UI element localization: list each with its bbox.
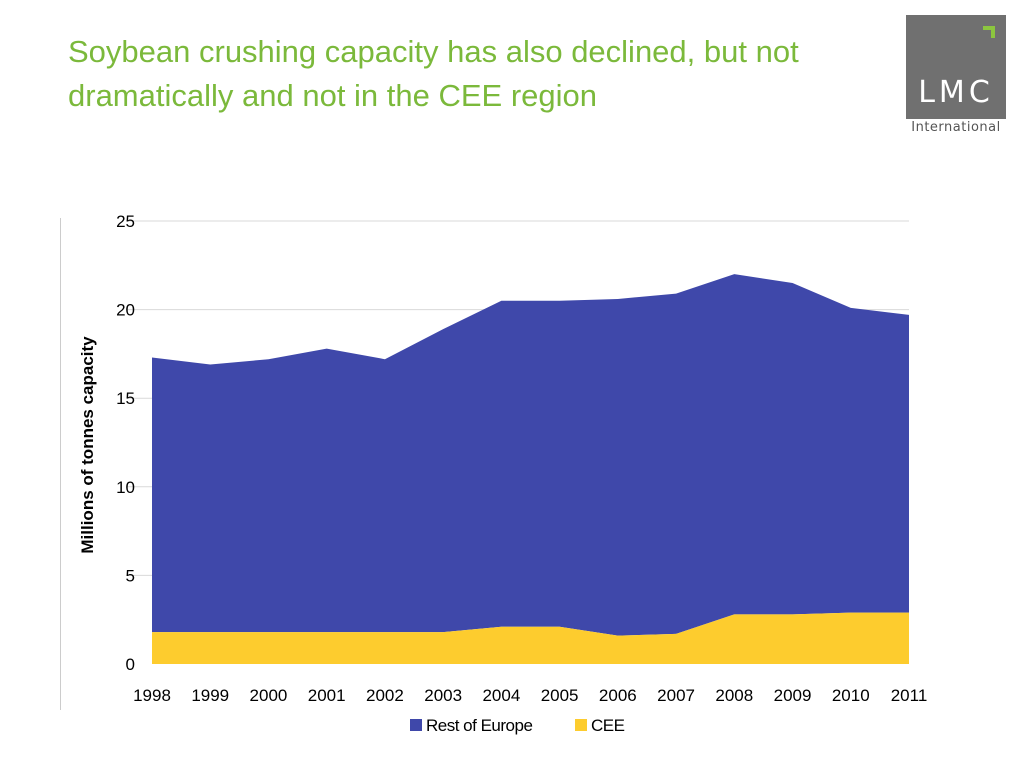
legend-swatch — [575, 719, 587, 731]
area-series — [152, 274, 909, 664]
x-tick-label: 2005 — [541, 686, 579, 705]
y-tick-label: 25 — [116, 212, 135, 231]
page-title: Soybean crushing capacity has also decli… — [68, 34, 799, 113]
y-tick-label: 20 — [116, 301, 135, 320]
x-tick-label: 2007 — [657, 686, 695, 705]
y-axis-ticks: 0 5 10 15 20 25 — [116, 212, 135, 674]
x-tick-label: 2003 — [424, 686, 462, 705]
x-axis-ticks: 1998 1999 2000 2001 2002 2003 2004 2005 2006 2007… — [133, 686, 927, 705]
x-tick-label: 2011 — [891, 686, 928, 705]
legend: Rest of Europe CEE — [410, 716, 625, 735]
x-tick-label: 2006 — [599, 686, 637, 705]
y-tick-label: 10 — [116, 478, 135, 497]
y-tick-label: 0 — [126, 655, 135, 674]
logo-corner-mark-icon — [983, 26, 995, 38]
legend-item-rest-of-europe: Rest of Europe — [410, 716, 533, 735]
x-tick-label: 2000 — [250, 686, 288, 705]
y-axis-label: Millions of tonnes capacity — [78, 336, 97, 554]
legend-item-cee: CEE — [575, 716, 625, 735]
x-tick-label: 2002 — [366, 686, 404, 705]
area-cee — [152, 612, 909, 664]
x-tick-label: 1998 — [133, 686, 171, 705]
y-tick-label: 5 — [126, 566, 135, 585]
x-tick-label: 2009 — [774, 686, 812, 705]
area-rest-of-europe — [152, 274, 909, 636]
x-tick-label: 2010 — [832, 686, 870, 705]
slide-divider — [60, 218, 61, 710]
logo-subtitle: International — [911, 120, 1001, 135]
legend-label: Rest of Europe — [426, 716, 532, 735]
x-tick-label: 2008 — [715, 686, 753, 705]
lmc-logo: LMC — [906, 15, 1006, 119]
legend-swatch — [410, 719, 422, 731]
x-tick-label: 2001 — [308, 686, 346, 705]
logo-text: LMC — [918, 75, 994, 110]
legend-label: CEE — [591, 716, 625, 735]
x-tick-label: 2004 — [482, 686, 520, 705]
y-tick-label: 15 — [116, 389, 135, 408]
x-tick-label: 1999 — [191, 686, 229, 705]
